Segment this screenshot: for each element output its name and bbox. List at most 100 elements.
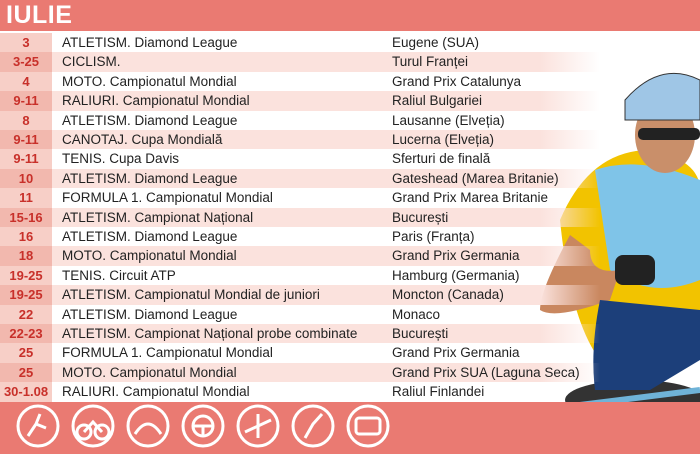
event-detail: Diamond League: [134, 170, 238, 186]
event-cell: TENIS. Cupa Davis: [62, 149, 179, 168]
date: 22-23: [9, 326, 43, 341]
location: Paris (Franța): [392, 229, 475, 244]
event-cell: FORMULA 1. Campionatul Mondial: [62, 188, 273, 207]
event-cell: ATLETISM. Diamond League: [62, 305, 237, 324]
schedule-row: 3 ATLETISM. Diamond League Eugene (SUA): [0, 33, 600, 53]
location-cell: Eugene (SUA): [392, 33, 479, 52]
event-detail: Campionat Național probe combinate: [134, 326, 358, 341]
date-cell: 4: [0, 71, 52, 92]
sport: RALIURI.: [62, 384, 120, 400]
sport: CANOTAJ.: [62, 132, 128, 147]
date: 9-11: [13, 93, 39, 109]
date-cell: 8: [0, 110, 52, 130]
date: 4: [22, 73, 30, 89]
date: 25: [18, 364, 34, 380]
schedule-row: 9-11 TENIS. Cupa Davis Sferturi de finală: [0, 149, 600, 169]
schedule-row: 11 FORMULA 1. Campionatul Mondial Grand Pr…: [0, 188, 600, 208]
event-detail: Cupa Davis: [109, 151, 180, 167]
event-cell: ATLETISM. Diamond League: [62, 169, 237, 188]
sport: MOTO.: [62, 248, 107, 264]
schedule-row: 4 MOTO. Campionatul Mondial Grand Prix Cat…: [0, 71, 600, 92]
sport: ATLETISM.: [62, 306, 131, 322]
location: Gateshead (Marea Britanie): [392, 170, 559, 186]
schedule-row: 16 ATLETISM. Diamond League Paris (Franța): [0, 227, 600, 247]
schedule-row: 9-11 CANOTAJ. Cupa Mondială Lucerna (Elveț…: [0, 130, 600, 150]
sport: ATLETISM.: [62, 170, 131, 186]
location-cell: Hamburg (Germania): [392, 266, 520, 285]
schedule-row: 8 ATLETISM. Diamond League Lausanne (Elveț…: [0, 110, 600, 130]
schedule-row: 15-16 ATLETISM. Campionat Național Bucureș…: [0, 207, 600, 227]
sport: ATLETISM.: [62, 229, 131, 244]
schedule-row: 22 ATLETISM. Diamond League Monaco: [0, 304, 600, 324]
location: Grand Prix SUA (Laguna Seca): [392, 364, 580, 380]
location: Grand Prix Germania: [392, 345, 520, 361]
date-cell: 19-25: [0, 265, 52, 286]
location-cell: București: [392, 324, 448, 343]
date: 19-25: [9, 267, 43, 283]
schedule-row: 10 ATLETISM. Diamond League Gateshead (Mar…: [0, 168, 600, 189]
date-cell: 22: [0, 304, 52, 324]
date-cell: 11: [0, 188, 52, 208]
location: Hamburg (Germania): [392, 267, 520, 283]
date-cell: 9-11: [0, 149, 52, 169]
date-cell: 3-25: [0, 52, 52, 72]
date: 16: [18, 229, 34, 244]
date-cell: 16: [0, 227, 52, 247]
location: Moncton (Canada): [392, 287, 504, 303]
date: 19-25: [9, 287, 43, 303]
event-cell: RALIURI. Campionatul Mondial: [62, 91, 250, 110]
date-cell: 25: [0, 362, 52, 383]
date: 3-25: [12, 54, 40, 70]
date: 10: [18, 170, 34, 186]
sport: FORMULA 1.: [62, 345, 143, 361]
schedule-row: 18 MOTO. Campionatul Mondial Grand Prix Ge…: [0, 246, 600, 266]
location: Eugene (SUA): [392, 35, 480, 50]
location: Monaco: [392, 306, 441, 322]
sport: TENIS.: [62, 151, 106, 167]
date-cell: 22-23: [0, 324, 52, 344]
schedule-row: 9-11 RALIURI. Campionatul Mondial Raliul B…: [0, 91, 600, 111]
date-cell: 9-11: [0, 91, 52, 111]
location-cell: Raliul Finlandei: [392, 382, 484, 401]
location-cell: Grand Prix Catalunya: [392, 72, 521, 91]
event-cell: ATLETISM. Campionat Național: [62, 208, 253, 227]
sport: ATLETISM.: [62, 287, 131, 303]
event-detail: Campionatul Mondial: [109, 73, 237, 89]
schedule-row: 30-1.08 RALIURI. Campionatul Mondial Raliu…: [0, 382, 600, 402]
event-detail: Campionatul Mondial: [146, 190, 273, 206]
event-detail: Circuit ATP: [109, 267, 176, 283]
event-detail: Diamond League: [134, 306, 238, 322]
date: 15-16: [9, 209, 43, 225]
cyclist-photo: [540, 72, 700, 410]
location: Sferturi de finală: [392, 151, 491, 167]
month-title: IULIE: [6, 1, 73, 29]
location: Raliul Finlandei: [392, 384, 485, 400]
date-cell: 18: [0, 246, 52, 266]
location: București: [392, 326, 449, 341]
event-cell: MOTO. Campionatul Mondial: [62, 72, 237, 91]
sport: ATLETISM.: [62, 209, 131, 225]
date-cell: 19-25: [0, 285, 52, 305]
event-cell: TENIS. Circuit ATP: [62, 266, 176, 285]
date: 18: [18, 248, 34, 264]
location-cell: Lausanne (Elveția): [392, 111, 505, 130]
event-cell: ATLETISM. Diamond League: [62, 111, 237, 130]
sport: ATLETISM.: [62, 112, 131, 128]
location: Grand Prix Germania: [392, 248, 520, 264]
location-cell: Monaco: [392, 305, 440, 324]
location: Grand Prix Marea Britanie: [392, 190, 549, 206]
location-cell: Sferturi de finală: [392, 149, 490, 168]
sport: FORMULA 1.: [62, 190, 143, 206]
location: Grand Prix Catalunya: [392, 73, 522, 89]
location-cell: Grand Prix Germania: [392, 246, 520, 265]
location-cell: Turul Franței: [392, 52, 468, 71]
event-detail: Campionatul Mondial: [109, 364, 237, 380]
event-cell: ATLETISM. Diamond League: [62, 227, 237, 246]
event-cell: MOTO. Campionatul Mondial: [62, 246, 237, 265]
event-detail: Diamond League: [134, 35, 238, 50]
sport: TENIS.: [62, 267, 106, 283]
schedule-row: 25 MOTO. Campionatul Mondial Grand Prix SU…: [0, 362, 600, 383]
event-detail: Diamond League: [134, 229, 238, 244]
location: Lausanne (Elveția): [392, 112, 505, 128]
